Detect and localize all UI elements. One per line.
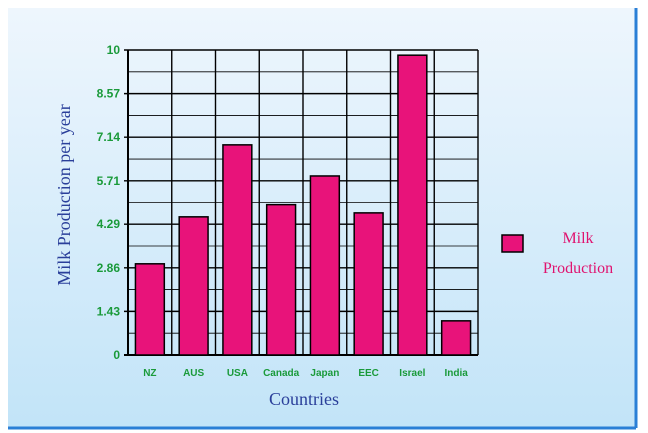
x-tick-label: NZ <box>143 368 156 379</box>
bar-israel <box>397 54 428 356</box>
y-tick-label: 8.57 <box>97 87 121 101</box>
y-tick-labels: 0 1.43 2.86 4.29 5.71 7.14 8.57 10 <box>97 43 121 362</box>
x-tick-label: USA <box>227 368 248 379</box>
x-tick-label: India <box>444 368 468 379</box>
y-axis-title: Milk Production per year <box>54 104 74 285</box>
bar-canada <box>265 203 297 356</box>
x-tick-labels: NZ AUS USA Canada Japan EEC Israel India <box>143 368 468 379</box>
legend-label-line1: Milk <box>562 230 593 247</box>
bar-usa <box>222 144 253 356</box>
bar-chart: 0 1.43 2.86 4.29 5.71 7.14 8.57 10 NZ AUS USA Cana… <box>8 8 638 430</box>
bar-aus <box>178 216 209 356</box>
chart-panel: 0 1.43 2.86 4.29 5.71 7.14 8.57 10 NZ AUS USA Cana… <box>8 8 640 430</box>
x-tick-label: AUS <box>183 368 204 379</box>
y-tick-label: 0 <box>113 348 120 362</box>
x-tick-label: Japan <box>310 368 339 379</box>
x-axis-title: Countries <box>269 389 339 409</box>
bars <box>134 54 472 356</box>
y-tick-label: 10 <box>107 43 121 57</box>
y-tick-label: 1.43 <box>97 304 121 318</box>
x-tick-label: EEC <box>358 368 379 379</box>
x-tick-label: Canada <box>263 368 300 379</box>
y-tick-label: 7.14 <box>97 130 121 144</box>
bar-japan <box>309 175 341 356</box>
y-tick-label: 5.71 <box>97 174 121 188</box>
bar-nz <box>134 263 166 356</box>
legend-label-line2: Production <box>543 260 613 277</box>
legend-swatch <box>501 234 524 253</box>
legend: Milk Production <box>501 230 613 277</box>
x-tick-label: Israel <box>399 368 425 379</box>
bar-india <box>440 320 472 356</box>
bar-eec <box>353 212 384 356</box>
y-tick-label: 4.29 <box>97 217 121 231</box>
y-tick-label: 2.86 <box>97 261 121 275</box>
